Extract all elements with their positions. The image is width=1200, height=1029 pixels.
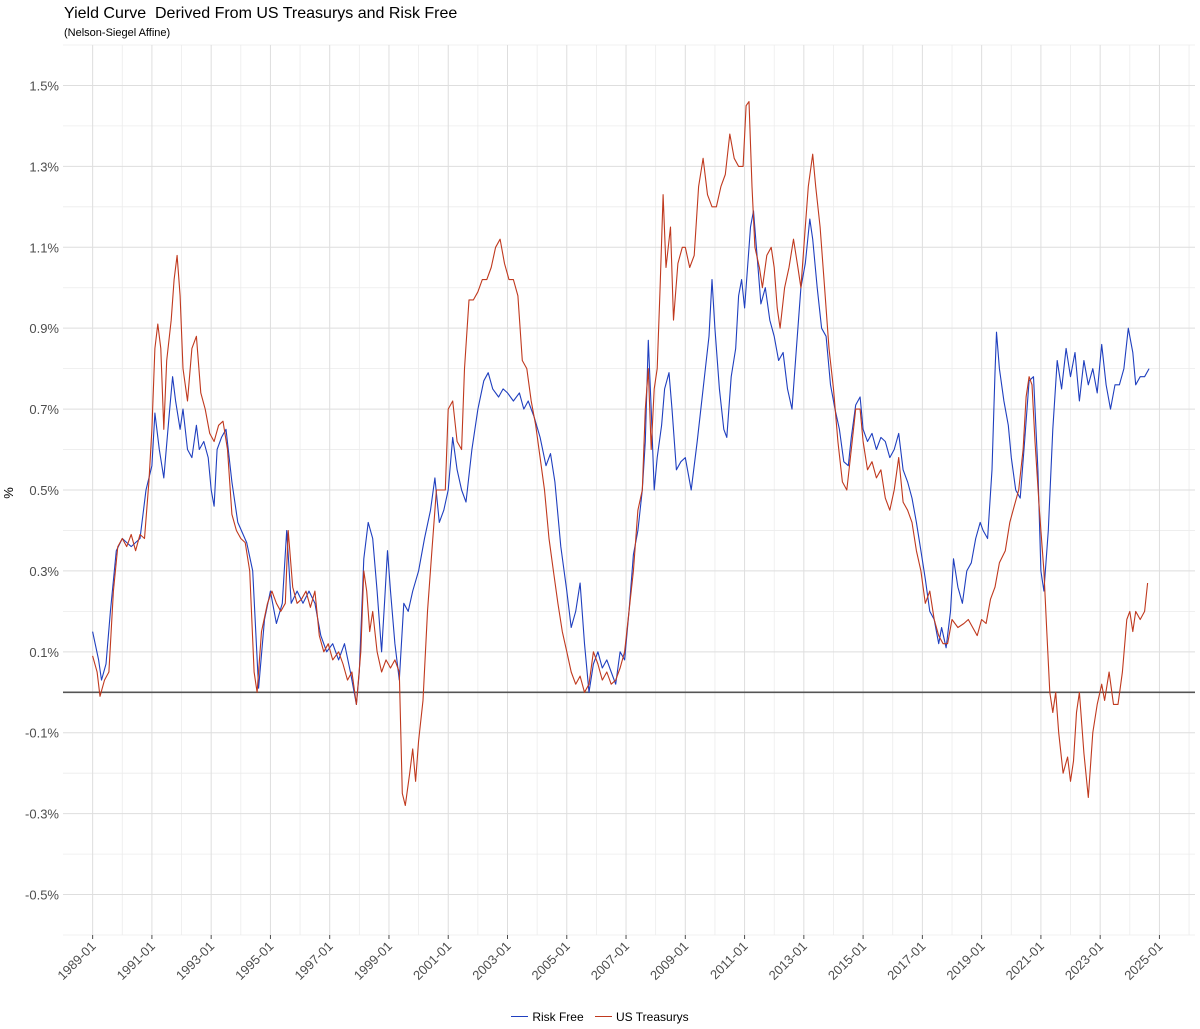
y-tick-label: 0.5%: [29, 483, 59, 498]
legend-label-risk-free: Risk Free: [532, 1009, 584, 1024]
x-tick-label: 1999-01: [351, 939, 395, 983]
y-axis-ticks: 1.5% 1.3% 1.1% 0.9% 0.7% 0.5% 0.3% 0.1% -0.1% -0.…: [25, 78, 59, 902]
x-tick-label: 1993-01: [173, 939, 217, 983]
x-tick-label: 1989-01: [54, 939, 98, 983]
y-tick-label: 0.9%: [29, 321, 59, 336]
x-tick-label: 2017-01: [884, 939, 928, 983]
x-tick-label: 2005-01: [529, 939, 573, 983]
y-tick-label: -0.5%: [25, 888, 59, 903]
series-layer: [92, 101, 1150, 807]
legend-item-risk-free: Risk Free: [511, 1009, 584, 1024]
major-gridlines: [63, 45, 1195, 935]
chart-title: Yield Curve Derived From US Treasurys an…: [64, 5, 458, 22]
y-tick-label: -0.3%: [25, 807, 59, 822]
y-tick-label: -0.1%: [25, 726, 59, 741]
x-tick-label: 2021-01: [1003, 939, 1047, 983]
x-axis-ticks: 1989-01 1991-01 1993-01 1995-01 1997-01 1999-…: [54, 935, 1166, 983]
y-axis-label: %: [1, 487, 16, 499]
y-tick-label: 0.3%: [29, 564, 59, 579]
x-tick-label: 2023-01: [1062, 939, 1106, 983]
x-tick-label: 2011-01: [707, 939, 751, 983]
x-tick-label: 2009-01: [647, 939, 691, 983]
minor-gridlines: [63, 44, 1195, 936]
x-tick-label: 2001-01: [410, 939, 454, 983]
y-tick-label: 1.5%: [29, 78, 59, 93]
series-line-us-treasurys: [92, 101, 1149, 807]
series-line-risk-free: [92, 210, 1150, 705]
x-tick-label: 2025-01: [1121, 939, 1165, 983]
y-tick-label: 1.1%: [29, 240, 59, 255]
legend-swatch-risk-free: [511, 1016, 529, 1017]
chart-subtitle: (Nelson-Siegel Affine): [64, 27, 171, 39]
x-tick-label: 1997-01: [291, 939, 335, 983]
x-tick-label: 1991-01: [114, 939, 158, 983]
legend: Risk Free US Treasurys: [0, 1006, 1200, 1024]
x-tick-label: 1995-01: [232, 939, 276, 983]
y-tick-label: 1.3%: [29, 159, 59, 174]
y-tick-label: 0.1%: [29, 645, 59, 660]
legend-item-us-treasurys: US Treasurys: [595, 1010, 689, 1024]
yield-curve-chart: 1.5% 1.3% 1.1% 0.9% 0.7% 0.5% 0.3% 0.1% -0.1% -0.…: [1, 44, 1195, 983]
x-tick-label: 2019-01: [943, 939, 987, 983]
y-tick-label: 0.7%: [29, 402, 59, 417]
x-tick-label: 2007-01: [588, 939, 632, 983]
legend-swatch-us-treasurys: [595, 1016, 612, 1017]
x-tick-label: 2003-01: [469, 939, 513, 983]
x-tick-label: 2015-01: [825, 939, 869, 983]
legend-label-us-treasurys: US Treasurys: [616, 1009, 689, 1024]
x-tick-label: 2013-01: [766, 939, 810, 983]
